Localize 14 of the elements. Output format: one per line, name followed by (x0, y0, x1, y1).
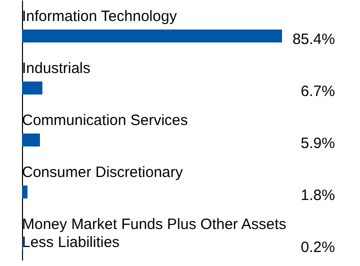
y-tick-label: Information Technology (22, 8, 178, 25)
data-label: 5.9% (300, 135, 335, 152)
bar (22, 30, 282, 42)
data-label: 0.2% (300, 239, 335, 256)
y-tick-label: Consumer Discretionary (22, 164, 184, 181)
data-label: 1.8% (300, 187, 335, 204)
y-tick-label: Money Market Funds Plus Other Assets Less Liabilities (22, 216, 286, 251)
data-label: 6.7% (300, 83, 335, 100)
bar (22, 82, 42, 94)
bar (22, 186, 28, 198)
y-tick-label: Industrials (22, 60, 90, 77)
y-tick-label: Communication Services (22, 112, 188, 129)
bar (22, 134, 40, 146)
data-label: 85.4% (292, 31, 335, 48)
